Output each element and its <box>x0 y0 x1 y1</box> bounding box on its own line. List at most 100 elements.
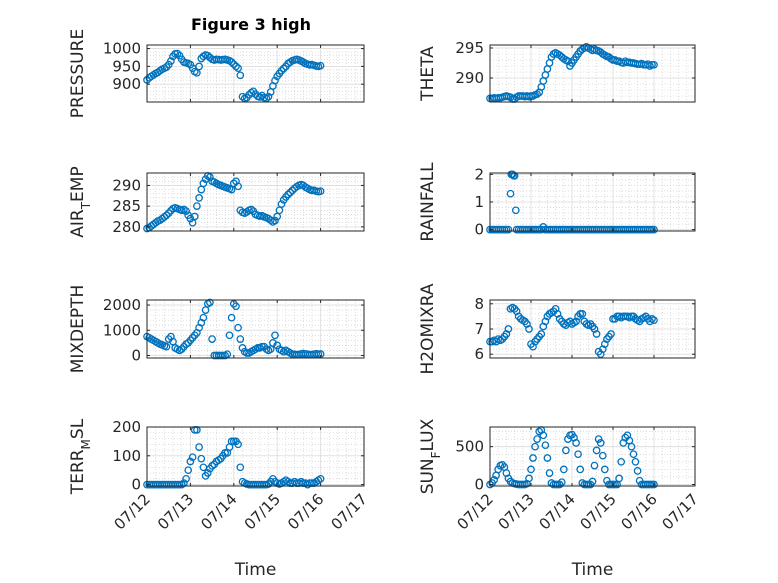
data-point <box>203 469 212 477</box>
y-tick-label: 100 <box>112 447 141 465</box>
plot-area <box>490 427 695 486</box>
data-point <box>598 451 607 460</box>
y-axis-label: H2OMIXRA <box>418 283 438 374</box>
y-tick-label: 8 <box>474 295 484 313</box>
data-point <box>186 457 195 466</box>
data-point <box>273 341 282 350</box>
data-point <box>232 62 240 71</box>
data-point <box>588 477 597 486</box>
data-point <box>188 453 197 462</box>
data-point <box>234 323 242 332</box>
data-point <box>197 454 206 463</box>
axes-frame <box>146 299 365 359</box>
data-point <box>506 477 515 486</box>
data-point <box>162 342 171 351</box>
data-point <box>271 331 279 340</box>
data-point <box>525 325 533 333</box>
y-axis-label: THETA <box>418 46 438 102</box>
data-point <box>219 351 227 360</box>
data-point <box>242 349 251 357</box>
data-point <box>173 49 182 58</box>
data-point <box>511 206 520 215</box>
data-point <box>247 205 256 214</box>
data-point <box>199 179 208 188</box>
data-point <box>545 469 554 477</box>
y-tick-label: 290 <box>112 176 141 194</box>
data-point <box>221 449 229 457</box>
y-axis-label: PRESSURE <box>68 29 88 118</box>
data-point <box>506 189 515 198</box>
data-point <box>162 211 171 220</box>
data-point <box>227 437 236 446</box>
data-point <box>227 313 236 322</box>
data-point <box>182 474 190 483</box>
data-point <box>271 216 279 225</box>
subplot-h2omixra: 6 7 8 H2OMIXRA <box>418 283 696 375</box>
data-point <box>531 442 539 451</box>
y-axis-label: TERRMSL <box>68 418 93 495</box>
axes-frame <box>146 426 365 487</box>
data-point <box>167 57 175 65</box>
data-point <box>596 439 605 447</box>
data-point <box>160 213 169 221</box>
x-tick-label: 07/13 <box>154 490 197 533</box>
data-point <box>650 60 658 69</box>
data-point <box>316 61 325 70</box>
x-tick-label: 07/17 <box>659 490 702 533</box>
x-tick-label: 07/13 <box>495 490 538 533</box>
data-point <box>223 350 232 359</box>
y-tick-label: 200 <box>112 418 141 436</box>
x-tick-label: 07/17 <box>328 490 371 533</box>
data-point <box>502 330 511 338</box>
data-point <box>617 457 626 466</box>
data-point <box>537 330 546 338</box>
data-point <box>193 202 201 210</box>
data-point <box>555 480 564 489</box>
y-tick-label: 7 <box>474 320 484 338</box>
data-point <box>543 454 552 462</box>
data-point <box>193 68 201 77</box>
data-point <box>631 457 640 466</box>
data-point <box>633 467 642 475</box>
data-point <box>195 62 203 71</box>
x-tick-label: 07/15 <box>577 490 620 533</box>
y-tick-label: 0 <box>131 476 141 494</box>
data-point <box>627 442 636 451</box>
x-axis-label: Time <box>571 560 614 580</box>
data-point <box>260 480 269 489</box>
x-tick-label: 07/14 <box>536 490 579 533</box>
data-point <box>600 465 609 474</box>
data-point <box>236 463 245 472</box>
y-tick-label: 0 <box>474 221 484 239</box>
data-point <box>490 476 498 484</box>
y-tick-label: 2000 <box>103 296 141 314</box>
data-point <box>592 446 601 455</box>
data-point <box>190 212 199 221</box>
data-point <box>266 216 275 225</box>
data-point <box>594 435 603 443</box>
data-point <box>206 298 214 307</box>
data-point <box>650 316 658 325</box>
data-point <box>234 182 242 191</box>
data-point <box>525 474 533 483</box>
data-point <box>232 302 240 311</box>
y-tick-label: 295 <box>455 39 484 57</box>
data-point <box>650 225 658 234</box>
data-point <box>316 474 325 483</box>
data-point <box>629 450 638 459</box>
subplot-sun-flux: 0 500 SUNFLUX 07/1207/1307/1407/1507/1607/1… <box>418 418 702 580</box>
data-point <box>236 335 245 343</box>
data-point <box>578 310 587 318</box>
y-tick-label: 6 <box>474 345 484 363</box>
subplot-mixdepth: 0 1000 2000 MIXDEPTH <box>68 285 365 373</box>
data-point <box>607 330 615 338</box>
data-point <box>527 465 535 474</box>
data-point <box>603 476 611 485</box>
y-axis-label: AIRTEMP <box>68 166 93 237</box>
data-point <box>271 76 279 85</box>
y-axis-label: RAINFALL <box>418 162 438 242</box>
y-tick-label: 2 <box>474 165 484 183</box>
data-point <box>572 317 580 326</box>
y-tick-label: 1000 <box>103 321 141 339</box>
